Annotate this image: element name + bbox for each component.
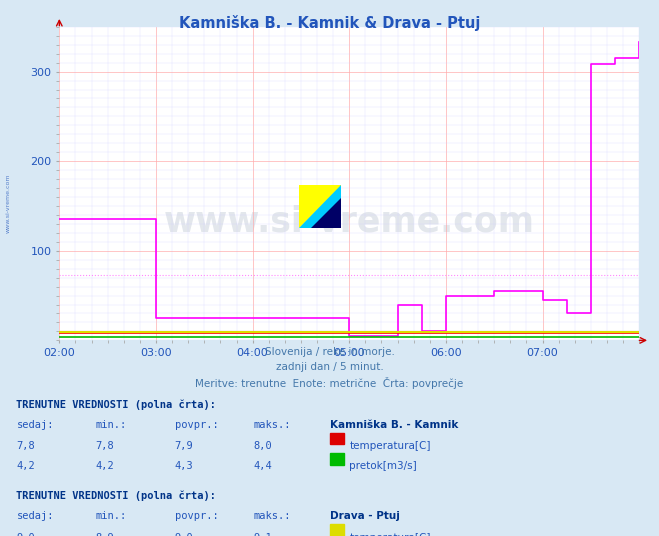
Text: Meritve: trenutne  Enote: metrične  Črta: povprečje: Meritve: trenutne Enote: metrične Črta: … bbox=[195, 377, 464, 389]
Text: 4,4: 4,4 bbox=[254, 461, 272, 472]
Text: Drava - Ptuj: Drava - Ptuj bbox=[330, 511, 399, 522]
Text: 4,3: 4,3 bbox=[175, 461, 193, 472]
Text: Slovenija / reke in morje.: Slovenija / reke in morje. bbox=[264, 347, 395, 358]
Text: 9,0: 9,0 bbox=[16, 533, 35, 536]
Text: www.si-vreme.com: www.si-vreme.com bbox=[164, 204, 534, 238]
Text: povpr.:: povpr.: bbox=[175, 511, 218, 522]
Text: sedaj:: sedaj: bbox=[16, 511, 54, 522]
Polygon shape bbox=[312, 198, 341, 228]
Polygon shape bbox=[299, 185, 341, 228]
Text: Kamniška B. - Kamnik & Drava - Ptuj: Kamniška B. - Kamnik & Drava - Ptuj bbox=[179, 15, 480, 31]
Text: pretok[m3/s]: pretok[m3/s] bbox=[349, 461, 417, 472]
Text: temperatura[C]: temperatura[C] bbox=[349, 441, 431, 451]
Text: 8,0: 8,0 bbox=[254, 441, 272, 451]
Text: 8,9: 8,9 bbox=[96, 533, 114, 536]
Text: povpr.:: povpr.: bbox=[175, 420, 218, 430]
Text: zadnji dan / 5 minut.: zadnji dan / 5 minut. bbox=[275, 362, 384, 373]
Text: 4,2: 4,2 bbox=[16, 461, 35, 472]
Text: www.si-vreme.com: www.si-vreme.com bbox=[6, 174, 11, 234]
Text: 9,0: 9,0 bbox=[175, 533, 193, 536]
Text: 7,9: 7,9 bbox=[175, 441, 193, 451]
Text: sedaj:: sedaj: bbox=[16, 420, 54, 430]
Polygon shape bbox=[299, 185, 341, 228]
Text: TRENUTNE VREDNOSTI (polna črta):: TRENUTNE VREDNOSTI (polna črta): bbox=[16, 399, 216, 410]
Text: maks.:: maks.: bbox=[254, 511, 291, 522]
Text: TRENUTNE VREDNOSTI (polna črta):: TRENUTNE VREDNOSTI (polna črta): bbox=[16, 491, 216, 502]
Text: maks.:: maks.: bbox=[254, 420, 291, 430]
Text: temperatura[C]: temperatura[C] bbox=[349, 533, 431, 536]
Text: min.:: min.: bbox=[96, 420, 127, 430]
Polygon shape bbox=[299, 185, 341, 228]
Text: Kamniška B. - Kamnik: Kamniška B. - Kamnik bbox=[330, 420, 458, 430]
Text: min.:: min.: bbox=[96, 511, 127, 522]
Text: 7,8: 7,8 bbox=[16, 441, 35, 451]
Text: 7,8: 7,8 bbox=[96, 441, 114, 451]
Text: 9,1: 9,1 bbox=[254, 533, 272, 536]
Text: 4,2: 4,2 bbox=[96, 461, 114, 472]
